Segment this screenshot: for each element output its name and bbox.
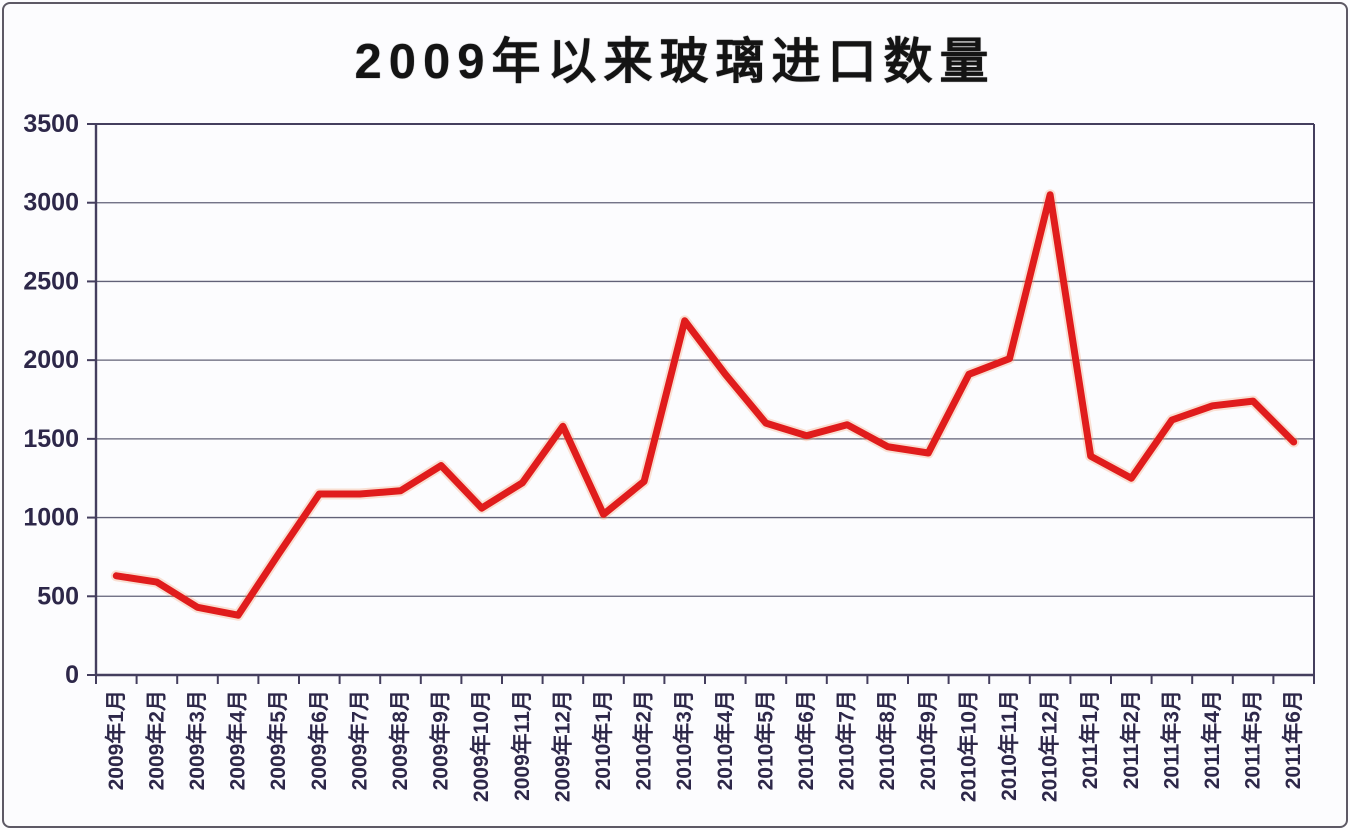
- x-axis-label: 2009年11月: [510, 690, 534, 801]
- x-axis-label: 2010年12月: [1038, 690, 1062, 802]
- x-axis-label: 2009年4月: [226, 690, 250, 790]
- y-axis-label: 2500: [23, 267, 79, 295]
- x-axis-label: 2010年1月: [591, 690, 615, 790]
- x-axis-label: 2011年2月: [1119, 690, 1143, 789]
- x-axis-label: 2011年6月: [1281, 690, 1305, 789]
- x-axis-label: 2010年8月: [875, 690, 899, 790]
- x-axis-label: 2009年5月: [266, 690, 290, 790]
- x-axis-label: 2010年6月: [794, 690, 818, 790]
- x-axis-label: 2010年9月: [916, 690, 940, 790]
- x-axis-label: 2011年5月: [1241, 690, 1265, 789]
- chart-title: 2009年以来玻璃进口数量: [354, 35, 996, 89]
- plot-frame: [94, 123, 1315, 677]
- x-axis-label: 2009年1月: [104, 690, 128, 790]
- x-axis-label: 2009年9月: [429, 690, 453, 790]
- x-axis-label: 2011年3月: [1159, 690, 1183, 789]
- y-axis-label: 3000: [23, 189, 79, 217]
- x-axis-label: 2010年11月: [997, 690, 1021, 801]
- x-axis-label: 2011年1月: [1078, 690, 1102, 789]
- x-axis-label: 2010年10月: [956, 690, 980, 802]
- x-axis-label: 2009年8月: [388, 690, 412, 790]
- x-axis-label: 2011年4月: [1200, 690, 1224, 789]
- x-axis-label: 2009年10月: [469, 690, 493, 802]
- series-line-halo: [110, 189, 1300, 621]
- x-axis-label: 2010年4月: [713, 690, 737, 790]
- x-axis-label: 2010年5月: [753, 690, 777, 790]
- x-axis-label: 2010年2月: [632, 690, 656, 790]
- x-axis-label: 2009年3月: [185, 690, 209, 790]
- series-line: [112, 191, 1298, 619]
- x-axis-label: 2010年7月: [835, 690, 859, 790]
- axis-ticks: [87, 123, 1315, 684]
- x-axis-label: 2009年6月: [307, 690, 331, 790]
- x-axis-label: 2009年12月: [550, 690, 574, 802]
- y-axis-label: 500: [37, 582, 79, 610]
- x-axis-label: 2010年3月: [672, 690, 696, 790]
- y-axis-labels: 0 500 1000 1500 2000 2500 3000 3500: [23, 110, 79, 689]
- y-axis-label: 1000: [23, 504, 79, 532]
- y-axis-label: 3500: [23, 110, 79, 138]
- x-axis-labels: 2009年1月 2009年2月 2009年3月 2009年4月 2009年5月 2009年…: [104, 690, 1305, 802]
- x-axis-label: 2009年2月: [144, 690, 168, 790]
- y-axis-label: 1500: [23, 425, 79, 453]
- gridlines: [96, 202, 1314, 597]
- y-axis-label: 2000: [23, 346, 79, 374]
- x-axis-label: 2009年7月: [347, 690, 371, 790]
- data-series-line: [110, 189, 1300, 621]
- y-axis-label: 0: [65, 661, 79, 689]
